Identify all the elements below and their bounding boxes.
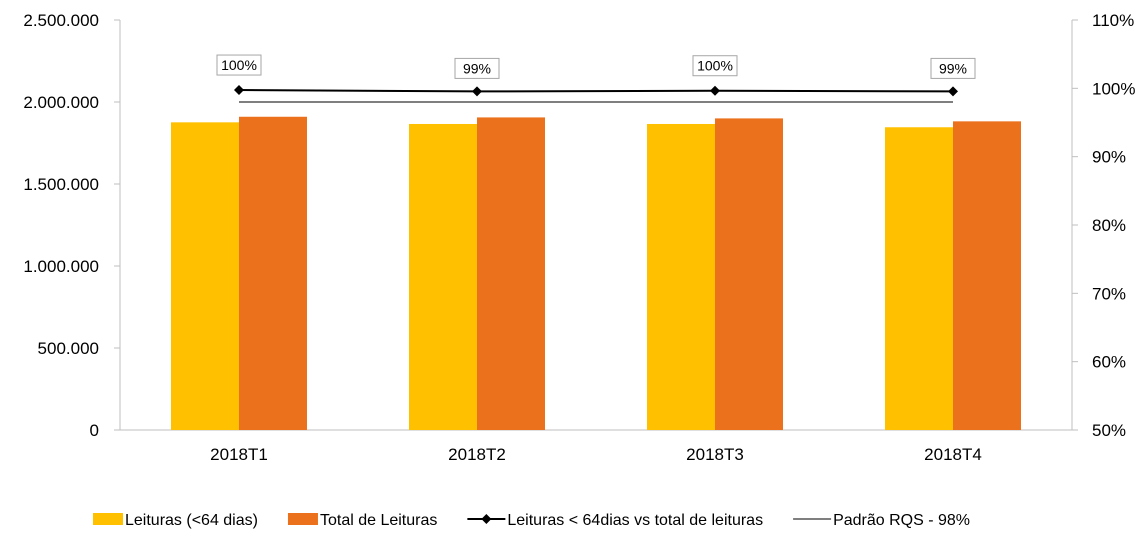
bar bbox=[409, 123, 477, 430]
ratio-marker bbox=[948, 86, 958, 97]
ratio-marker bbox=[234, 85, 244, 96]
legend-label: Leituras (<64 dias) bbox=[125, 512, 258, 529]
x-tick-label: 2018T3 bbox=[686, 445, 744, 464]
y-tick-label-left: 1.500.000 bbox=[23, 175, 99, 194]
y-tick-label-right: 60% bbox=[1092, 353, 1126, 372]
x-tick-label: 2018T1 bbox=[210, 445, 268, 464]
y-tick-label-right: 110% bbox=[1092, 11, 1134, 30]
y-tick-label-left: 0 bbox=[90, 421, 99, 440]
data-label: 100% bbox=[697, 58, 733, 74]
ratio-line bbox=[238, 89, 954, 93]
y-tick-label-right: 70% bbox=[1092, 284, 1126, 303]
bar bbox=[239, 116, 307, 430]
data-label: 99% bbox=[939, 60, 967, 76]
data-label-box bbox=[454, 57, 500, 79]
y-tick-label-right: 80% bbox=[1092, 216, 1126, 235]
data-label-box bbox=[216, 54, 262, 76]
legend-swatch bbox=[287, 513, 318, 525]
legend-swatch bbox=[93, 513, 123, 525]
bar bbox=[171, 122, 239, 430]
y-tick-label-right: 90% bbox=[1092, 148, 1126, 167]
legend-swatch-marker bbox=[481, 514, 492, 524]
y-tick-label-left: 1.000.000 bbox=[23, 257, 99, 276]
legend-label: Total de Leituras bbox=[320, 512, 437, 529]
ratio-marker bbox=[710, 85, 720, 96]
bar bbox=[953, 121, 1021, 431]
legend-label: Padrão RQS - 98% bbox=[833, 512, 970, 529]
bar bbox=[477, 117, 545, 430]
data-label: 99% bbox=[463, 60, 491, 76]
x-tick-label: 2018T4 bbox=[924, 445, 982, 464]
data-label: 100% bbox=[221, 57, 257, 73]
y-tick-label-right: 100% bbox=[1092, 79, 1135, 98]
y-tick-label-left: 500.000 bbox=[38, 339, 99, 358]
data-label-box bbox=[692, 55, 738, 77]
x-tick-label: 2018T2 bbox=[448, 445, 506, 464]
legend-label: Leituras < 64dias vs total de leituras bbox=[507, 512, 763, 529]
ratio-marker bbox=[472, 86, 482, 97]
y-tick-label-left: 2.000.000 bbox=[23, 93, 99, 112]
data-label-box bbox=[930, 57, 976, 79]
bar bbox=[885, 127, 953, 431]
y-tick-label-left: 2.500.000 bbox=[23, 11, 99, 30]
bar bbox=[647, 123, 715, 430]
bar bbox=[715, 118, 783, 431]
y-tick-label-right: 50% bbox=[1092, 421, 1126, 440]
